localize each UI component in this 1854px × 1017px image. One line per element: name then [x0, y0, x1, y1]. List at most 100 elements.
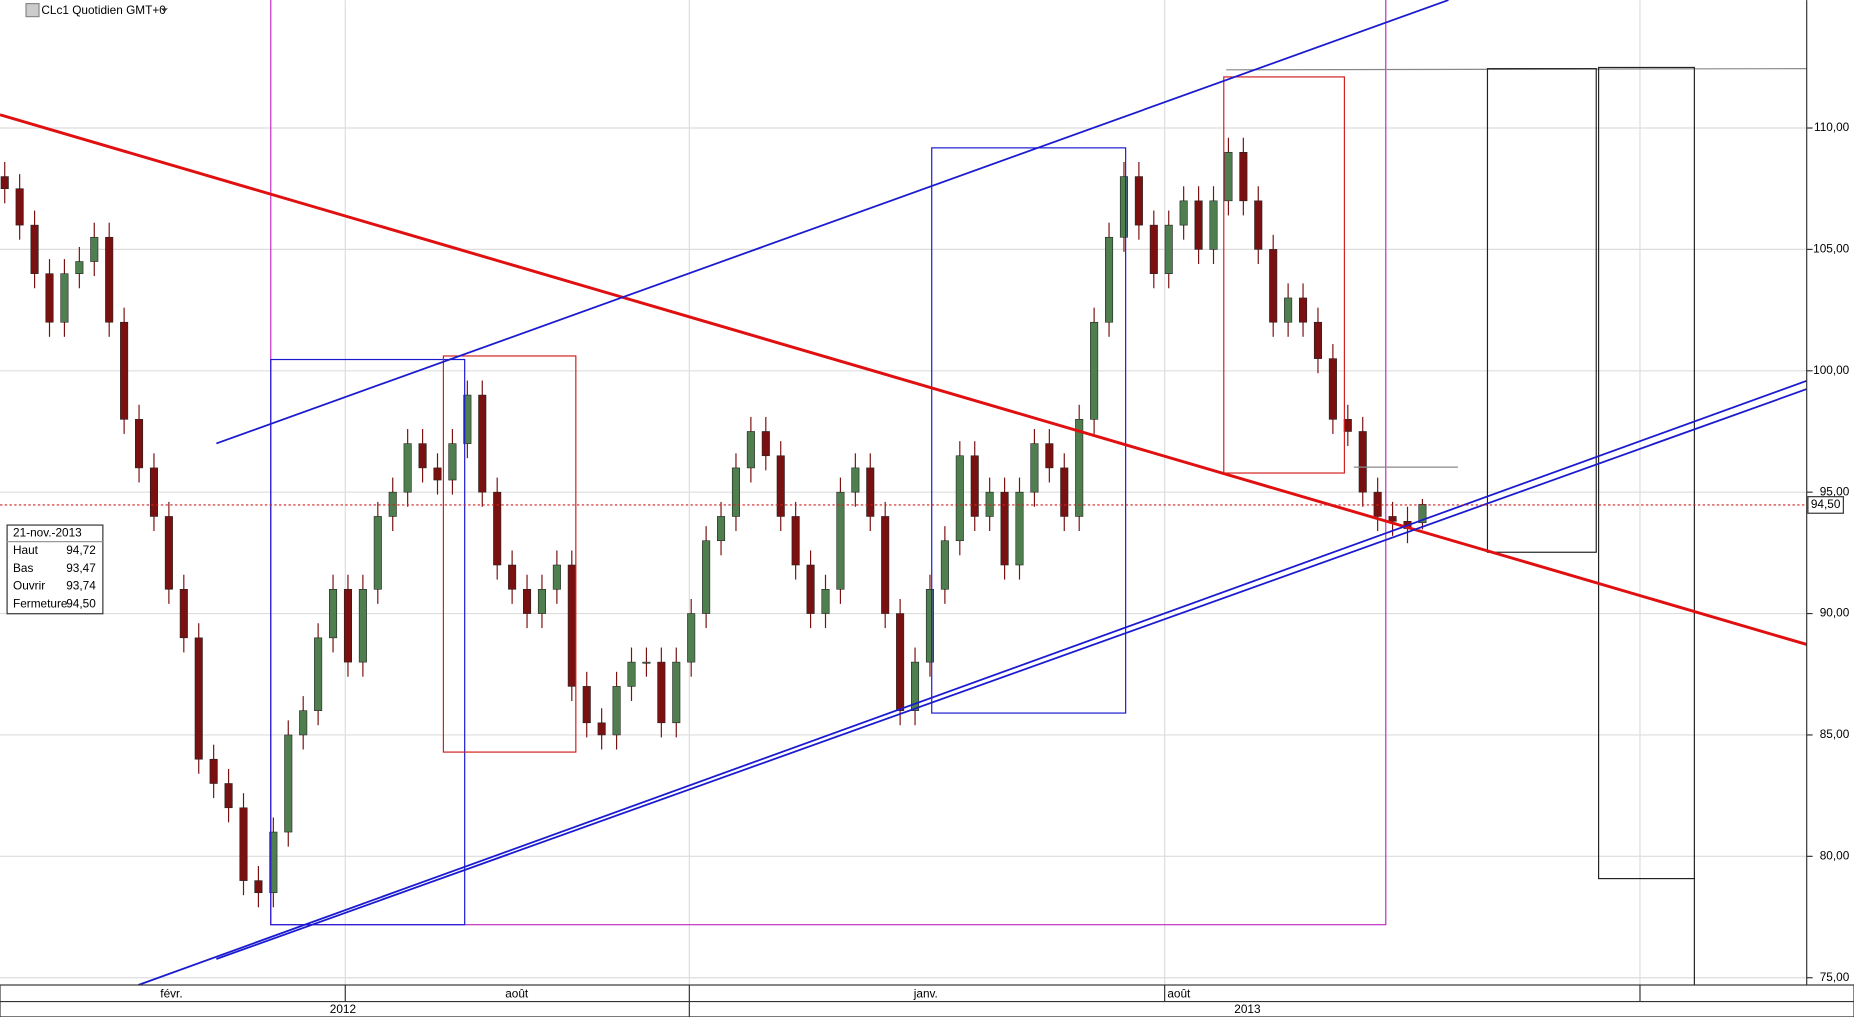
candle-body [537, 588, 546, 614]
candle-body [463, 394, 472, 444]
chart-title: CLc1 Quotidien GMT+0 [41, 3, 166, 17]
red-box [442, 355, 577, 753]
candle-body [940, 540, 949, 590]
candle-body [269, 831, 278, 894]
candle-body [135, 419, 144, 469]
candle-body [776, 455, 785, 517]
candle-body [1030, 443, 1039, 493]
info-label: Fermeture [13, 596, 68, 610]
candle-body [418, 443, 427, 469]
candle-body [478, 394, 487, 493]
candle-body [75, 261, 84, 274]
time-axis: févr. août janv. août 2012 2013 [0, 984, 1854, 1017]
year-label: 2013 [1234, 1002, 1261, 1016]
candle-body [1179, 200, 1188, 226]
price-label: 94,50 [1811, 497, 1841, 511]
month-label: août [1167, 987, 1191, 1001]
candle-body [239, 807, 248, 881]
candle-body [761, 431, 770, 457]
candle-body [60, 273, 69, 323]
red-trendline [0, 113, 1808, 646]
y-tick-label: 80,00 [1820, 848, 1850, 862]
candle-body [1149, 224, 1158, 274]
info-label: Haut [13, 543, 39, 557]
info-value: 94,50 [66, 596, 96, 610]
candle-body [254, 880, 263, 894]
candle-body [493, 491, 502, 566]
candle-body [672, 661, 681, 724]
candle-body [1224, 151, 1233, 202]
y-tick-label: 110,00 [1814, 120, 1850, 134]
candle-body [552, 564, 561, 590]
candle-body [1194, 200, 1203, 250]
candle-body [612, 686, 621, 736]
candle-body [15, 188, 24, 226]
candle-body [746, 431, 755, 469]
candle-body [597, 722, 606, 736]
info-value: 93,47 [66, 561, 96, 575]
candle-body [1328, 358, 1337, 420]
candle-body [1254, 200, 1263, 250]
candle-body [105, 236, 114, 323]
candle-body [627, 661, 636, 687]
candle-body [1060, 467, 1069, 517]
candle-body [314, 637, 323, 711]
title-bar: CLc1 Quotidien GMT+0 [25, 3, 168, 18]
candle-body [1075, 419, 1084, 517]
candle-body [1209, 200, 1218, 250]
candle-body [731, 467, 740, 517]
y-tick-label: 100,00 [1813, 363, 1850, 377]
candle-body [1090, 321, 1099, 420]
candle-body [911, 661, 920, 711]
drawings [0, 0, 1808, 986]
candle-body [343, 588, 352, 663]
candle-body [0, 176, 9, 190]
candle-body [1164, 224, 1173, 274]
black-box [1486, 68, 1597, 553]
candle-body [90, 236, 99, 262]
candle-body [925, 588, 934, 663]
candle-body [866, 467, 875, 517]
black-box [1598, 66, 1695, 880]
candle-body [896, 613, 905, 711]
candle-body [224, 783, 233, 809]
candle-body [1105, 236, 1114, 323]
blue-box [270, 358, 466, 926]
candle-body [284, 734, 293, 833]
candle-body [1418, 504, 1427, 524]
candle-body [508, 564, 517, 590]
candle-body [194, 637, 203, 760]
icon[interactable] [25, 3, 40, 18]
year-label: 2012 [330, 1002, 356, 1016]
candle-body [1373, 491, 1382, 517]
candle-body [851, 467, 860, 493]
candle-body [209, 758, 218, 784]
candle-body [687, 613, 696, 663]
y-tick-label: 90,00 [1820, 606, 1850, 620]
candle-body [164, 516, 173, 590]
candle-body [567, 564, 576, 687]
candle-body [955, 455, 964, 542]
candle-body [1000, 491, 1009, 566]
info-value: 93,74 [66, 579, 96, 593]
candle-body [642, 661, 651, 664]
info-date: 21-nov.-2013 [13, 525, 82, 539]
candle-body [149, 467, 158, 517]
candle-body [433, 467, 442, 481]
dropdown-arrow[interactable] [160, 8, 168, 12]
red-box [1223, 76, 1345, 474]
candle-body [1284, 297, 1293, 323]
candle-body [523, 588, 532, 614]
candle-body [881, 516, 890, 614]
candle-body [1313, 321, 1322, 359]
info-label: Bas [13, 561, 33, 575]
candle-body [657, 661, 666, 724]
candle-body [299, 710, 308, 736]
y-tick-label: 75,00 [1820, 970, 1850, 984]
candle-body [970, 455, 979, 517]
candle-body [985, 491, 994, 517]
candle-body [717, 516, 726, 542]
candle-body [1015, 491, 1024, 566]
